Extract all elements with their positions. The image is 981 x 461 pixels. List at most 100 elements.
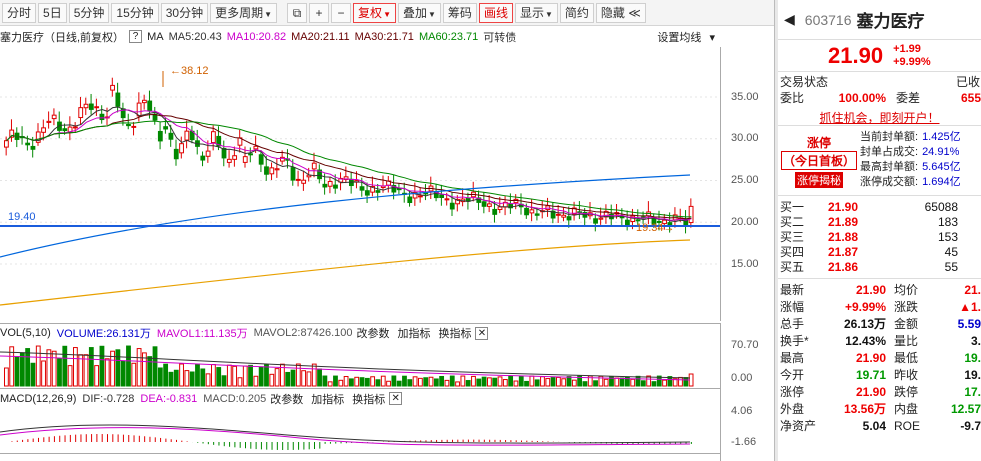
stat-value: 21. [964,283,981,297]
period-more[interactable]: 更多周期▼ [210,2,278,23]
macd-dea: DEA:-0.831 [140,392,198,405]
vol-huanzhibiao[interactable]: 换指标 [438,328,472,340]
stat-label: 今开 [780,368,805,382]
ma-settings-button[interactable]: 设置均线 ▾ [657,31,715,44]
chouma-button[interactable]: 筹码 [442,2,477,23]
volume-bar [465,380,471,387]
candle-body [492,208,498,215]
volume-bar [556,376,561,387]
status-row: 交易状态 已收 [778,74,981,90]
volume-bar [274,368,280,387]
stat-label: 最新 [780,283,805,297]
stat-label: 跌停 [894,385,919,399]
open-account-link[interactable]: 抓住机会，即刻开户！ [778,110,981,126]
volume-bar [418,377,423,387]
panel-divider[interactable] [774,0,778,461]
volume-chart[interactable] [0,342,720,388]
help-icon[interactable]: ? [129,30,143,43]
huaxian-button[interactable]: 画线 [478,2,513,23]
jianyue-button[interactable]: 简约 [559,2,594,23]
limit-detail-row: 封单占成交: 24.91% [860,145,981,160]
macd-gaicanshu[interactable]: 改参数 [270,393,304,406]
last-price: 21.90 [828,42,884,68]
volume-bar [211,364,216,387]
macd-axis: 4.06 -1.66 [720,388,774,461]
period-15min[interactable]: 15分钟 [111,2,159,23]
limit-up-summary: 涨停 （今日首板） 涨停揭秘 [778,126,860,195]
candle-body [216,135,222,147]
volume-bar [173,369,179,387]
stat-label: 涨幅 [780,300,805,314]
volume-bar [253,375,259,387]
volume-bar [264,364,269,387]
candle-body [333,184,338,189]
macd-close-icon[interactable]: ✕ [389,392,403,405]
stat-value: 5.59 [957,317,981,331]
period-30min[interactable]: 30分钟 [160,2,209,23]
candle-body [258,154,264,165]
yincang-button[interactable]: 隐藏 ≪ [595,2,646,23]
macd-huanzhibiao[interactable]: 换指标 [352,393,386,406]
stat-value: 21.90 [855,385,886,399]
order-book-row: 买三 21.88 153 [778,230,981,245]
candle-body [311,162,317,170]
order-book: 买一 21.90 65088 买二 21.89 183 买三 21.88 153 买四 21.… [778,196,981,279]
candle-body [619,216,625,219]
volume-bar [354,376,360,387]
xianshi-label: 显示 [519,5,544,20]
volume-bar [380,375,386,387]
ma-settings-label: 设置均线 [657,31,702,44]
ob-level: 买五 [780,260,805,274]
window-icon[interactable]: ⧉ [287,2,308,23]
vol-mavol1: MAVOL1:11.135万 [156,328,248,340]
macd-tick: -1.66 [731,436,757,448]
zoom-out-icon[interactable]: − [331,2,352,23]
volume-bar [343,376,349,387]
candle-body [62,128,68,132]
yincang-label: 隐藏 [600,5,625,20]
volume-bar [57,358,62,387]
volume-bar [524,380,529,387]
volume-bar [237,377,243,387]
kline-chart[interactable]: 19.40 ←38.12 19.34→ [0,47,720,321]
candle-body [163,126,169,130]
back-arrow-icon[interactable]: ◀ [784,11,795,27]
vol-gaicanshu[interactable]: 改参数 [356,328,390,340]
stat-row: 总手 26.13万 金额 5.59 [778,316,981,333]
zoom-in-icon[interactable]: + [309,2,330,23]
ob-level: 买三 [780,230,805,244]
fuquan-button[interactable]: 复权▼ [353,2,396,23]
macd-header: MACD(12,26,9) DIF:-0.728 DEA:-0.831 MACD… [0,388,720,408]
volume-bar [99,345,105,387]
stat-value: 3. [970,334,981,348]
limit-reveal-button[interactable]: 涨停揭秘 [795,171,843,188]
vol-jiazhibiao[interactable]: 加指标 [397,328,431,340]
volume-bar [30,362,36,387]
period-5day[interactable]: 5日 [38,2,67,23]
xianshi-button[interactable]: 显示▼ [514,2,558,23]
stat-value: 19. [964,368,981,382]
vol-close-icon[interactable]: ✕ [475,326,489,340]
stat-label: 最高 [780,351,805,365]
volume-bar [582,381,588,387]
candle-body [253,145,259,150]
candle-body [391,184,397,193]
macd-chart[interactable] [0,408,720,453]
limit-up-details: 当前封单额: 1.425亿 封单占成交: 24.91% 最高封单额: 5.645亿 涨… [860,126,981,195]
volume-bar [338,379,344,387]
volume-bar [630,378,636,387]
fuquan-label: 复权 [358,5,383,20]
ma-label: MA [147,30,164,43]
volume-bar [200,368,206,387]
limit-detail-row: 最高封单额: 5.645亿 [860,160,981,175]
candle-body [4,140,9,148]
candle-body [51,114,57,120]
candle-body [264,166,269,175]
stat-row: 今开 19.71 昨收 19. [778,367,981,384]
diejia-button[interactable]: 叠加▼ [397,2,441,23]
ob-price: 21.89 [827,215,858,229]
period-5min[interactable]: 5分钟 [68,2,110,23]
macd-name: MACD(12,26,9) [0,392,77,405]
macd-jiazhibiao[interactable]: 加指标 [311,393,345,406]
period-fenshi[interactable]: 分时 [2,2,37,23]
